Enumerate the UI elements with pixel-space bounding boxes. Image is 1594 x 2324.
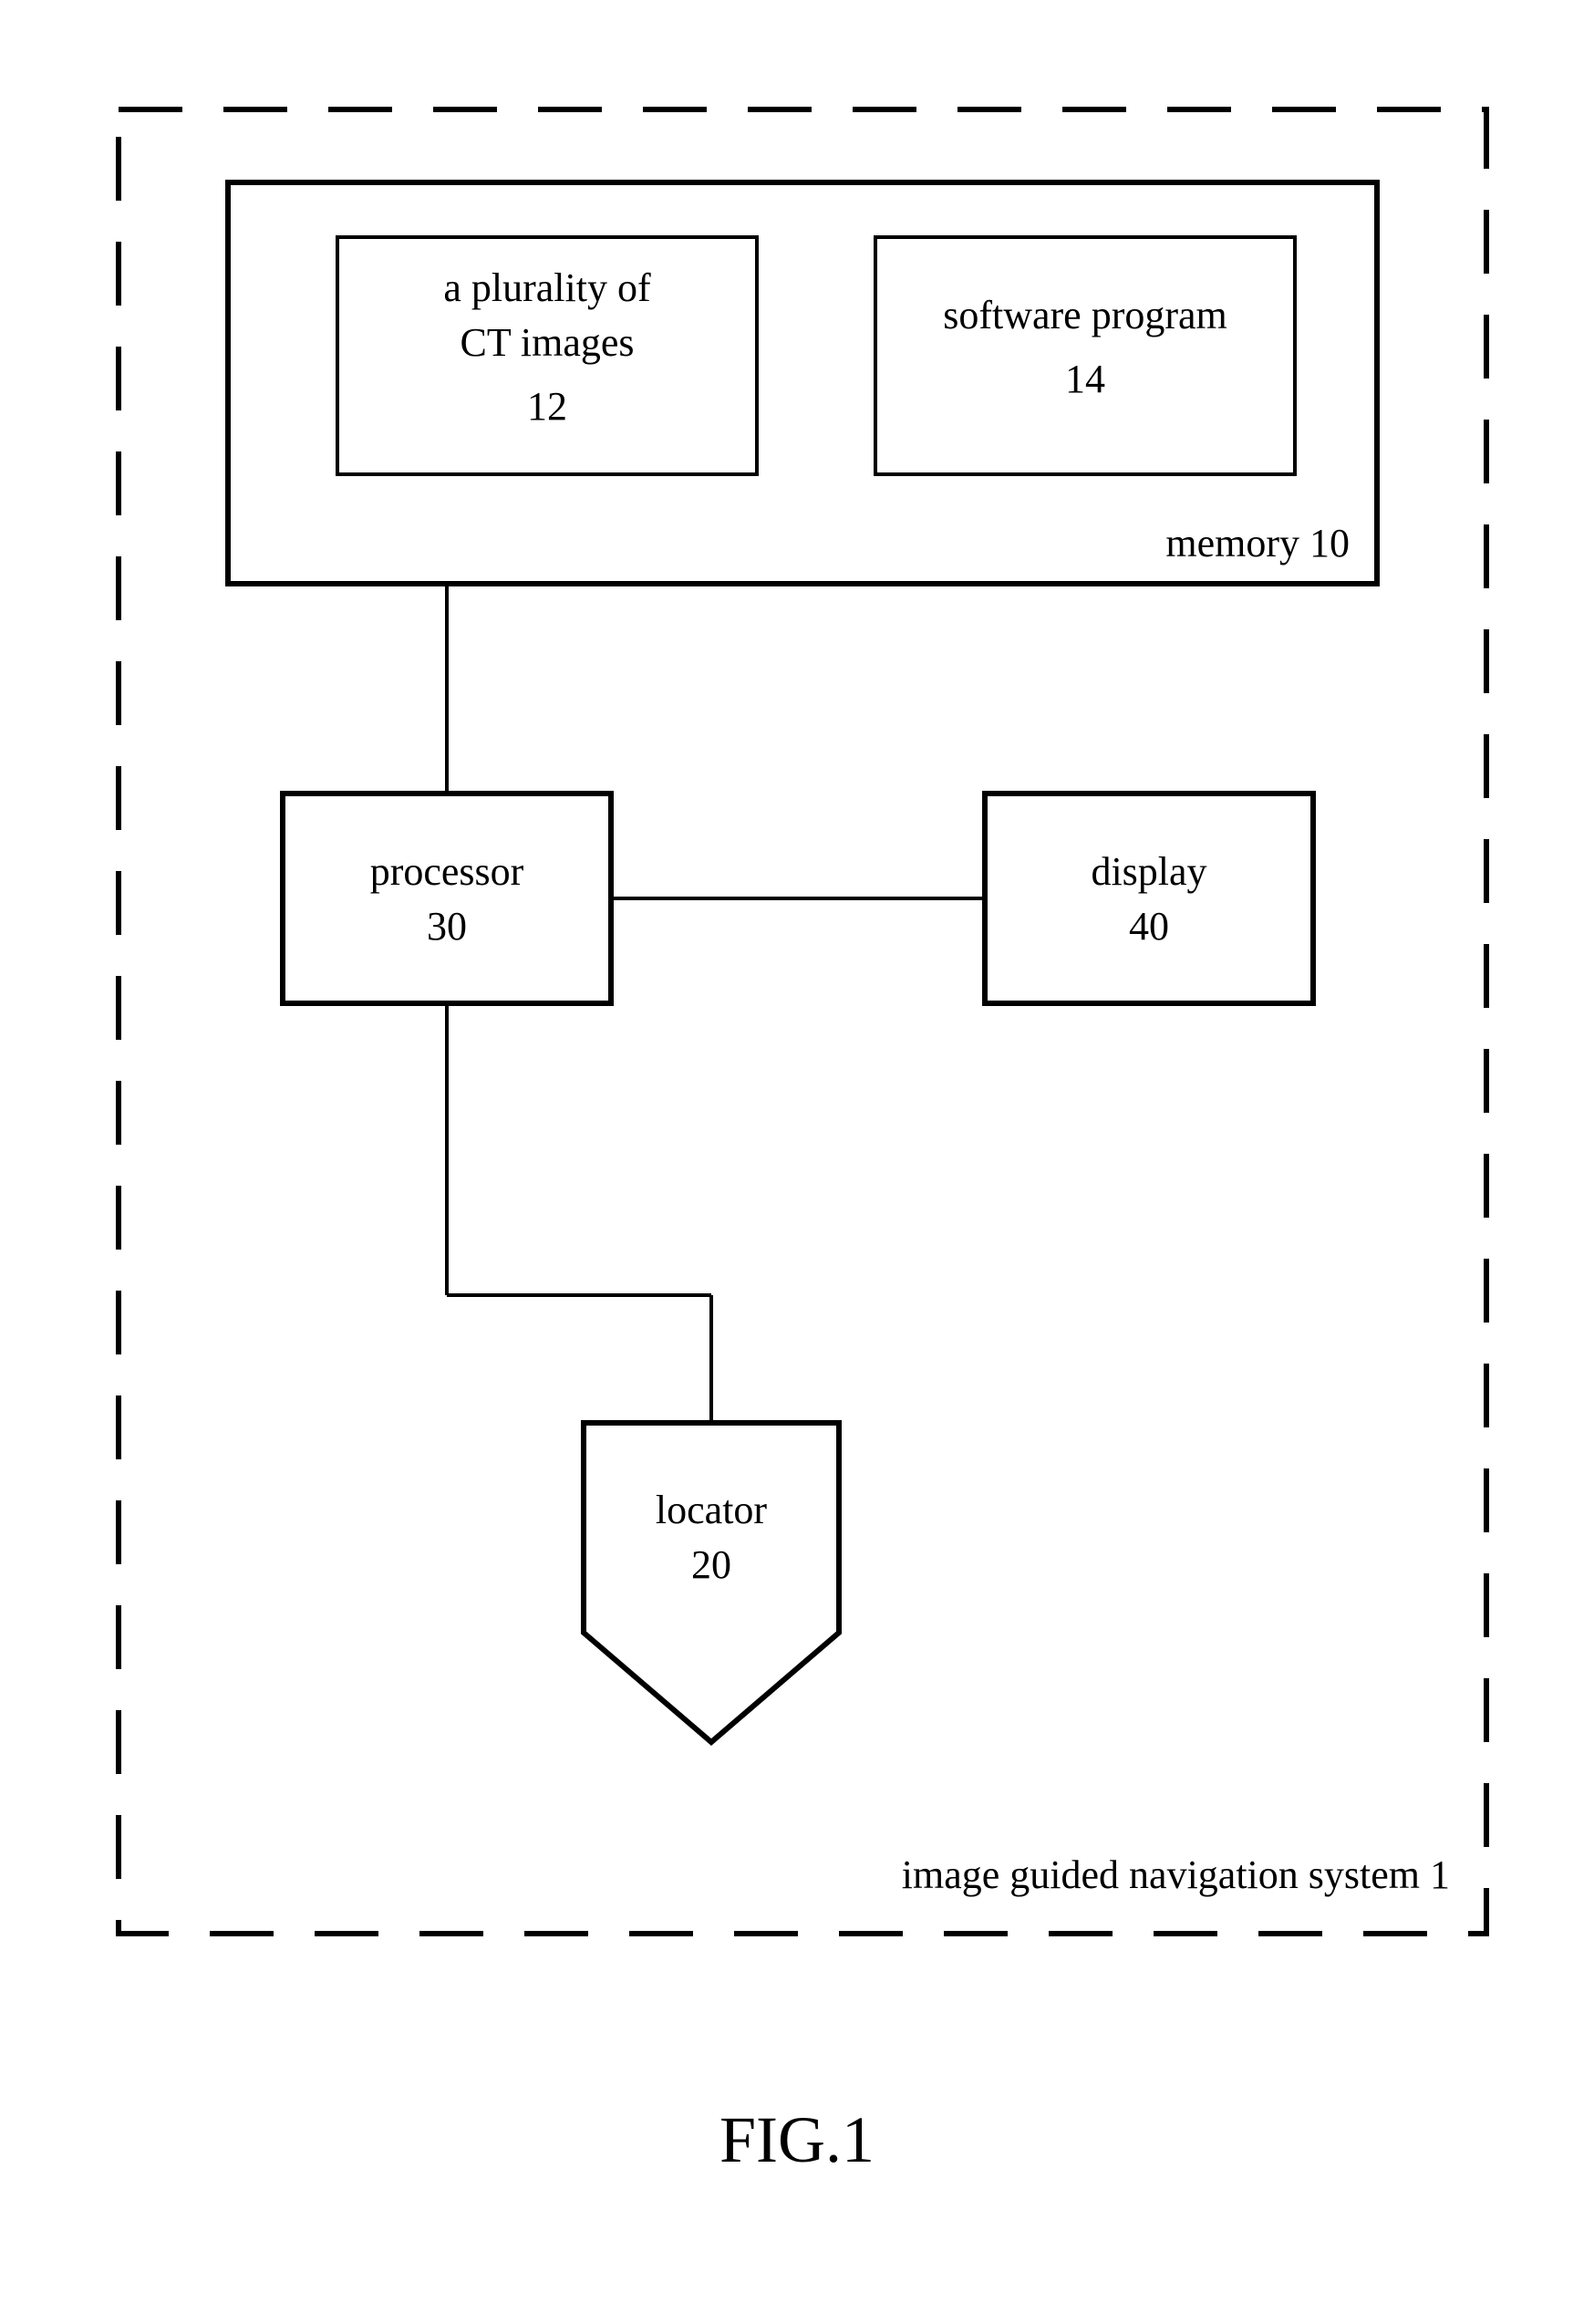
- software-num: 14: [1065, 357, 1105, 401]
- software-line1: software program: [943, 293, 1227, 337]
- system-boundary: [119, 109, 1486, 1934]
- processor-label: processor: [370, 849, 524, 894]
- diagram-svg: image guided navigation system 1 memory 1…: [0, 0, 1594, 2324]
- software-box: [875, 237, 1295, 474]
- ct-images-line2: CT images: [460, 320, 634, 365]
- locator-num: 20: [691, 1542, 731, 1587]
- display-num: 40: [1129, 904, 1169, 949]
- ct-images-num: 12: [527, 384, 567, 429]
- display-box: [985, 794, 1313, 1003]
- memory-label: memory 10: [1165, 521, 1350, 565]
- figure-page: image guided navigation system 1 memory 1…: [0, 0, 1594, 2324]
- processor-box: [283, 794, 611, 1003]
- locator-label: locator: [656, 1488, 768, 1532]
- display-label: display: [1091, 849, 1206, 894]
- processor-num: 30: [427, 904, 467, 949]
- figure-caption: FIG.1: [719, 2103, 875, 2176]
- system-label: image guided navigation system 1: [902, 1852, 1450, 1897]
- ct-images-line1: a plurality of: [443, 265, 651, 310]
